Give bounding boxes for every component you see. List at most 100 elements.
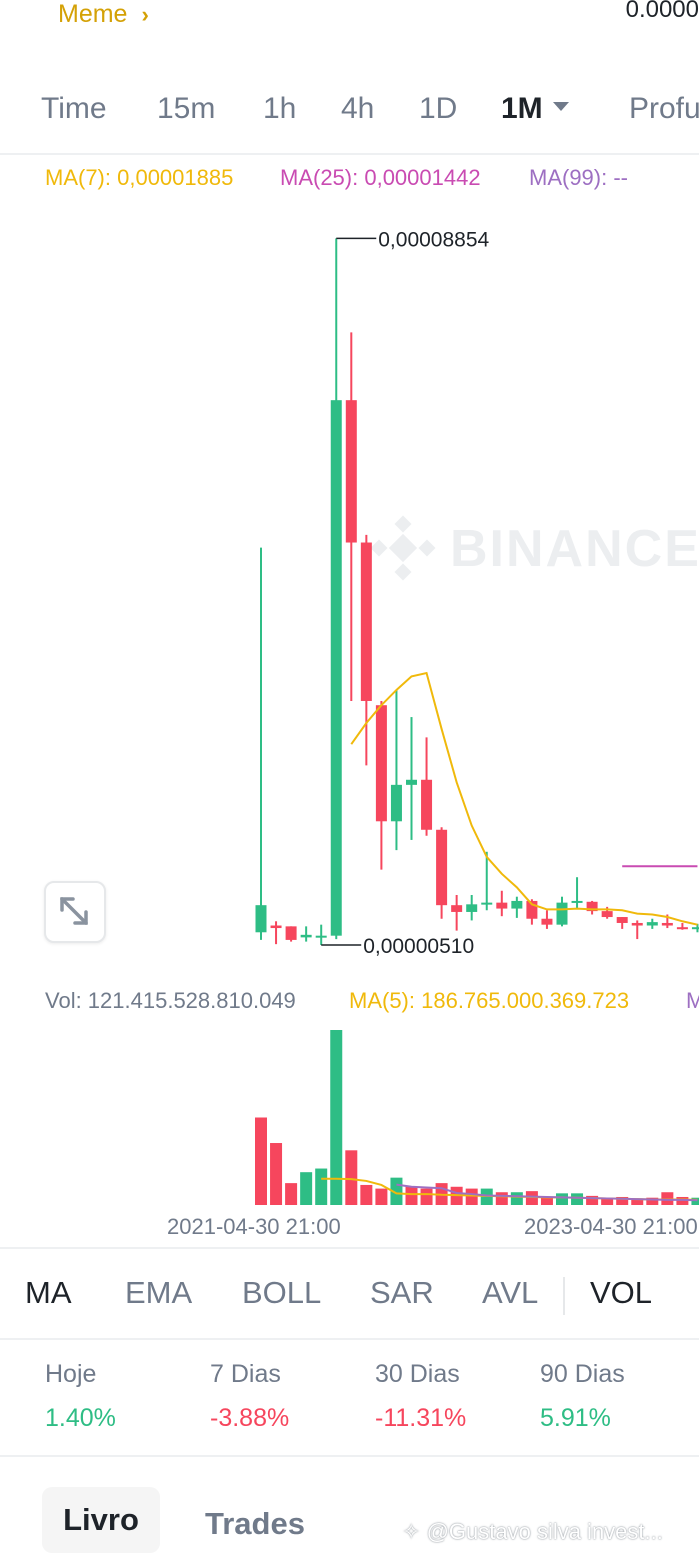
volume-bar — [646, 1197, 659, 1205]
indicator-tab-ema[interactable]: EMA — [125, 1275, 193, 1310]
stat-value-7d: -3.88% — [210, 1404, 290, 1432]
stat-label-90d: 90 Dias — [540, 1360, 625, 1388]
tab-1h[interactable]: 1h — [263, 92, 297, 125]
timeframe-tabs: Time 15m 1h 4h 1D 1M Profu — [0, 92, 699, 136]
divider — [0, 1247, 699, 1249]
candle-body — [496, 902, 508, 909]
indicator-tab-vol[interactable]: VOL — [590, 1275, 653, 1310]
candle-body — [270, 925, 282, 929]
fullscreen-button[interactable] — [44, 881, 106, 943]
volume-bar — [571, 1193, 584, 1205]
stat-label-30d: 30 Dias — [375, 1360, 460, 1388]
volume-ma10-legend: M — [686, 988, 699, 1013]
binance-logo-right — [418, 539, 436, 557]
volume-legend: Vol: 121.415.528.810.049 — [45, 988, 296, 1013]
candle-body — [345, 400, 357, 543]
stat-value-30d: -11.31% — [375, 1404, 467, 1432]
x-axis-label-2: 2023-04-30 21:00 — [524, 1214, 698, 1239]
tab-1m-label: 1M — [501, 92, 543, 125]
volume-ma10-line — [396, 1183, 698, 1202]
candle-body — [586, 901, 598, 912]
binance-logo-top — [394, 515, 412, 533]
candle-body — [375, 705, 387, 822]
tab-1m[interactable]: 1M — [501, 92, 569, 126]
category-label: Meme — [58, 0, 128, 28]
candle-body — [646, 922, 658, 926]
candle-body — [661, 922, 673, 926]
candle-body — [390, 784, 402, 822]
candle-body — [255, 905, 267, 933]
tab-order-book[interactable]: Livro — [42, 1487, 160, 1553]
volume-bar — [525, 1191, 538, 1205]
volume-bar — [315, 1168, 328, 1205]
category-link[interactable]: Meme › — [58, 0, 149, 29]
volume-bar — [691, 1197, 699, 1205]
chevron-right-icon: › — [141, 1, 149, 27]
tab-time[interactable]: Time — [41, 92, 107, 125]
watermark-text: BINANCE — [450, 520, 699, 578]
tab-depth[interactable]: Profu — [629, 92, 699, 125]
binance-logo-center — [388, 533, 418, 563]
volume-bar — [540, 1197, 553, 1205]
x-axis-label-1: 2021-04-30 21:00 — [167, 1214, 341, 1239]
stat-value-today: 1.40% — [45, 1404, 116, 1432]
volume-bar — [345, 1150, 358, 1205]
tab-separator — [563, 1277, 565, 1315]
tab-1d[interactable]: 1D — [419, 92, 458, 125]
divider — [0, 153, 699, 155]
volume-bar — [616, 1196, 629, 1205]
indicator-tab-boll[interactable]: BOLL — [242, 1275, 322, 1310]
indicator-tab-ma[interactable]: MA — [25, 1275, 72, 1310]
high-price-label: 0,00008854 — [378, 228, 489, 251]
ma7-legend: MA(7): 0,00001885 — [45, 165, 234, 190]
candle-body — [556, 902, 568, 925]
volume-bar — [360, 1184, 373, 1205]
candle-body — [421, 779, 433, 830]
candle-body — [300, 934, 312, 938]
volume-bar — [270, 1143, 283, 1205]
volume-bar — [586, 1195, 599, 1205]
candle-body — [631, 922, 643, 926]
candle-body — [451, 905, 463, 912]
divider — [0, 1338, 699, 1340]
binance-logo-bottom — [394, 563, 412, 581]
volume-bar — [375, 1188, 388, 1205]
volume-bar — [420, 1188, 433, 1205]
caret-down-icon — [552, 101, 569, 111]
diamond-logo-icon: ✧ — [402, 1519, 421, 1544]
divider — [0, 1455, 699, 1457]
ma99-legend: MA(99): -- — [529, 165, 628, 190]
candle-body — [330, 400, 342, 936]
candle-body — [406, 779, 417, 785]
volume-bar — [405, 1186, 418, 1205]
tab-order-book-label: Livro — [63, 1502, 139, 1537]
tab-15m[interactable]: 15m — [157, 92, 216, 125]
tab-4h[interactable]: 4h — [341, 92, 375, 125]
candle-body — [511, 900, 523, 909]
volume-bar — [330, 1030, 343, 1205]
volume-bar — [631, 1198, 644, 1205]
binance-logo-left — [370, 539, 388, 557]
candle-body — [571, 900, 583, 903]
stat-value-90d: 5.91% — [540, 1404, 611, 1432]
price-chart[interactable]: BINANCE 0,00008854 0,00000510 — [0, 200, 699, 980]
volume-bar — [300, 1172, 313, 1205]
candle-body — [466, 904, 478, 912]
tab-trades[interactable]: Trades — [205, 1506, 305, 1541]
indicator-tab-sar[interactable]: SAR — [370, 1275, 434, 1310]
candle-body — [315, 935, 327, 938]
low-price-label: 0,00000510 — [363, 935, 474, 958]
volume-bar — [556, 1193, 568, 1205]
candle-body — [601, 911, 613, 918]
author-credit: ✧ @Gustavo silva invest... — [402, 1519, 663, 1545]
candle-body — [541, 918, 553, 925]
volume-chart[interactable] — [0, 1020, 699, 1210]
binance-watermark: BINANCE — [370, 515, 699, 581]
ma25-legend: MA(25): 0,00001442 — [280, 165, 481, 190]
volume-bar — [495, 1192, 508, 1205]
candle-body — [360, 542, 372, 701]
candle-body — [285, 926, 297, 940]
candle-body — [526, 900, 538, 919]
indicator-tab-avl[interactable]: AVL — [482, 1275, 539, 1310]
volume-bar — [285, 1183, 298, 1205]
